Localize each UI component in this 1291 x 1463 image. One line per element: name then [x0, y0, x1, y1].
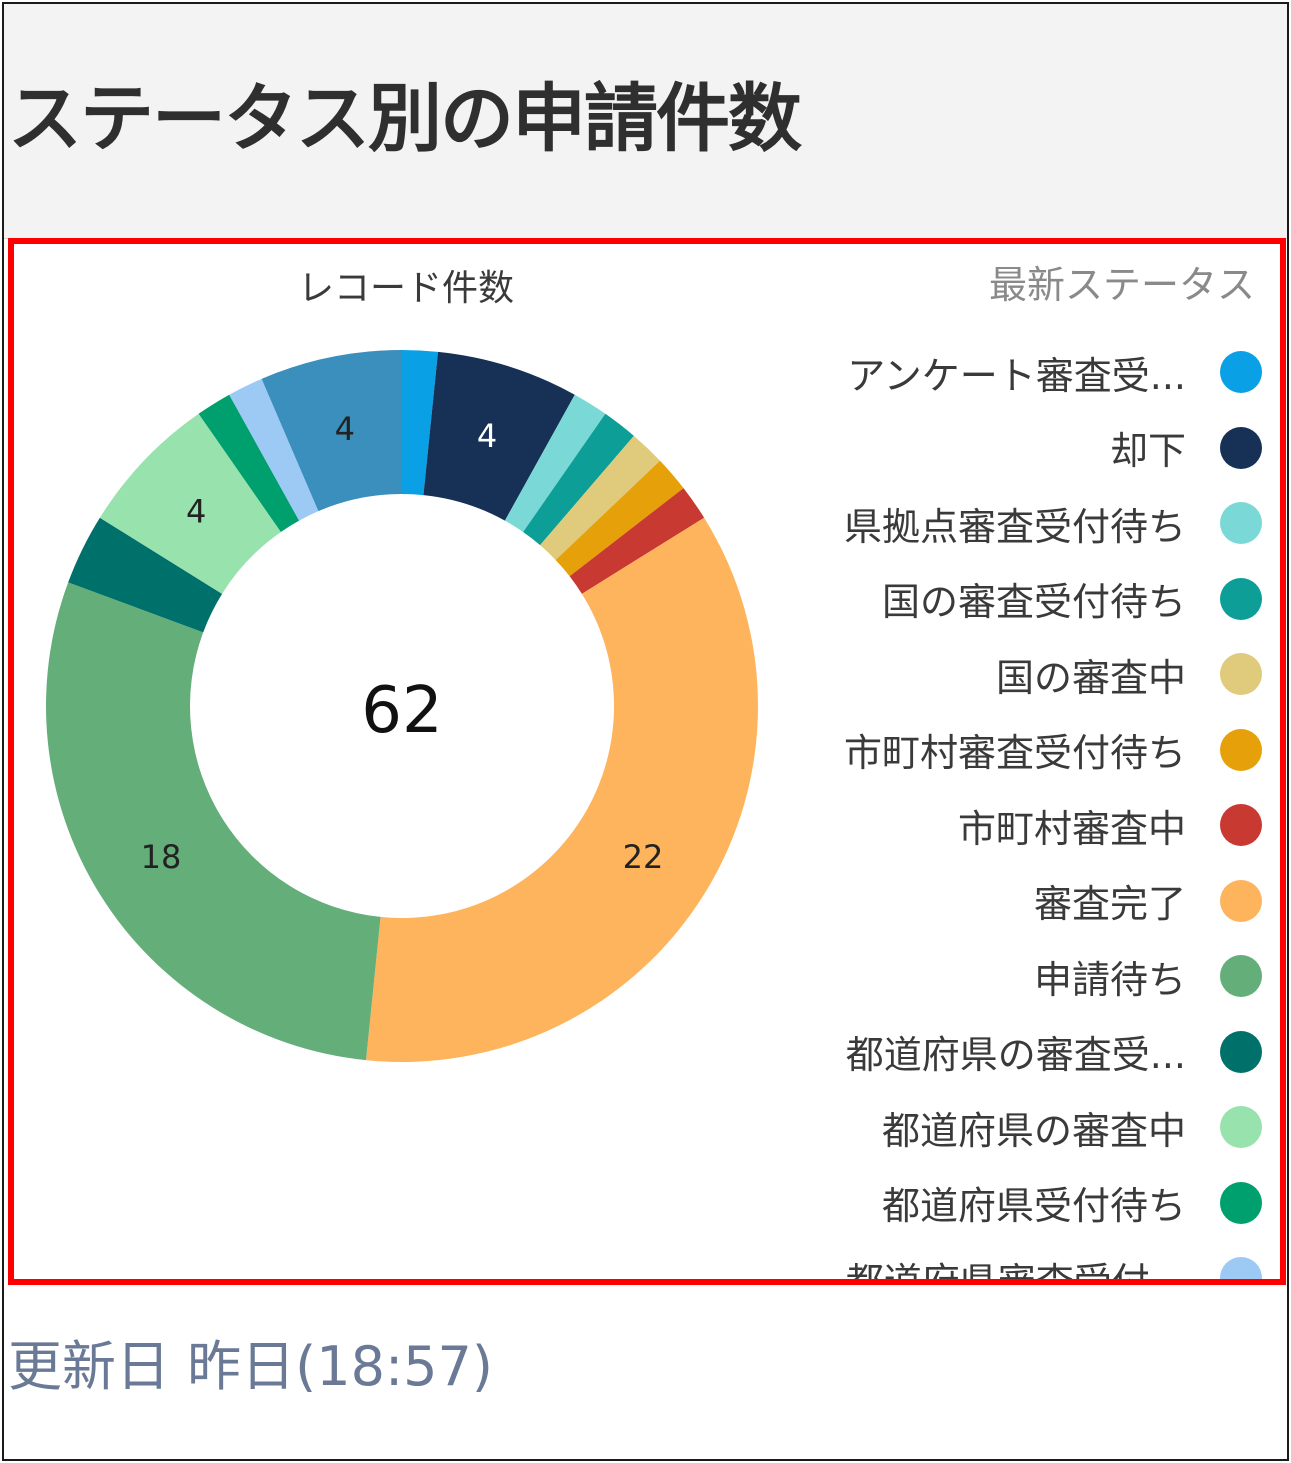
slice-value-label: 4 — [186, 492, 206, 530]
chart-title: レコード件数 — [298, 268, 514, 309]
donut-slice-11[interactable] — [198, 394, 300, 532]
donut-slice-13[interactable] — [261, 350, 402, 512]
legend-color-dot — [1220, 879, 1262, 922]
legend-color-dot — [1220, 577, 1262, 620]
legend-label: 都道府県の審査中 — [881, 1108, 1186, 1153]
slice-value-label: 22 — [623, 838, 664, 876]
legend-label: 国の審査受付待ち — [881, 580, 1186, 624]
legend-item[interactable]: 国の審査中 — [996, 644, 1262, 704]
donut-slices — [45, 350, 758, 1062]
legend-label: 県拠点審査受付待ち — [843, 504, 1186, 549]
slice-value-label: 18 — [141, 838, 182, 876]
slice-value-label: 4 — [477, 417, 497, 455]
legend-color-dot — [1220, 804, 1262, 846]
legend-item[interactable]: 都道府県の審査中 — [882, 1097, 1262, 1157]
legend-item[interactable]: 都道府県の審査受... — [846, 1022, 1262, 1082]
legend-color-dot — [1220, 426, 1262, 469]
slice-labels: 4 22 18 4 4 — [141, 410, 664, 876]
legend-label: 市町村審査受付待ち — [843, 731, 1186, 775]
slice-value-label: 4 — [335, 410, 355, 448]
legend-color-dot — [1220, 1106, 1262, 1148]
legend-item[interactable]: 都道府県受付待ち — [882, 1173, 1262, 1233]
donut-slice-2[interactable] — [504, 394, 606, 532]
legend-title: 最新ステータス — [988, 263, 1255, 307]
donut-slice-6[interactable] — [569, 488, 705, 594]
widget-header: ステータス別の申請件数 — [4, 4, 1287, 239]
legend-color-dot — [1220, 1257, 1262, 1279]
updated-timestamp: 更新日 昨日(18:57) — [8, 1335, 493, 1398]
legend-color-dot — [1220, 502, 1262, 544]
donut-slice-9[interactable] — [68, 517, 223, 633]
legend-color-dot — [1220, 1030, 1262, 1073]
donut-slice-12[interactable] — [229, 378, 319, 521]
donut-slice-4[interactable] — [540, 435, 661, 560]
chart-panel: レコード件数 4 22 18 4 4 62 最新ステータス アンケート審査受... 却下県… — [8, 238, 1286, 1285]
legend-label: 国の審査中 — [995, 655, 1186, 700]
legend-color-dot — [1220, 728, 1262, 771]
legend-label: 申請待ち — [1033, 957, 1186, 1002]
legend-label: 却下 — [1109, 429, 1186, 473]
legend-label: 都道府県審査受付... — [846, 1251, 1186, 1280]
donut-slice-10[interactable] — [99, 413, 281, 594]
legend-item[interactable]: アンケート審査受... — [847, 342, 1262, 402]
donut-slice-8[interactable] — [45, 582, 381, 1061]
legend-color-dot — [1220, 653, 1262, 695]
legend-item[interactable]: 市町村審査受付待ち — [844, 720, 1262, 780]
legend-item[interactable]: 県拠点審査受付待ち — [844, 493, 1262, 553]
legend-label: 市町村審査中 — [957, 806, 1186, 851]
legend-item[interactable]: 却下 — [1110, 418, 1262, 478]
legend-item[interactable]: 審査完了 — [1034, 871, 1262, 931]
donut-slice-7[interactable] — [365, 517, 758, 1062]
legend-label: 都道府県受付待ち — [881, 1184, 1186, 1228]
donut-slice-0[interactable] — [402, 350, 439, 496]
donut-slice-3[interactable] — [523, 413, 634, 546]
legend-color-dot — [1220, 1181, 1262, 1224]
donut-chart: レコード件数 4 22 18 4 4 62 — [45, 268, 758, 1062]
legend-item[interactable]: 都道府県審査受付... — [846, 1248, 1262, 1279]
legend-item[interactable]: 申請待ち — [1034, 946, 1262, 1006]
donut-slice-5[interactable] — [555, 460, 684, 577]
legend-color-dot — [1220, 955, 1262, 997]
center-total: 62 — [361, 674, 442, 748]
page-title: ステータス別の申請件数 — [8, 76, 802, 162]
legend-label: 都道府県の審査受... — [845, 1033, 1186, 1077]
legend-item[interactable]: 市町村審査中 — [958, 795, 1262, 855]
legend-label: アンケート審査受... — [847, 353, 1186, 398]
legend-color-dot — [1220, 351, 1262, 393]
donut-slice-1[interactable] — [423, 351, 575, 521]
legend-item[interactable]: 国の審査受付待ち — [882, 569, 1262, 629]
legend-label: 審査完了 — [1033, 882, 1186, 926]
legend: 最新ステータス アンケート審査受... 却下県拠点審査受付待ち国の審査受付待ち国の… — [774, 244, 1280, 1279]
